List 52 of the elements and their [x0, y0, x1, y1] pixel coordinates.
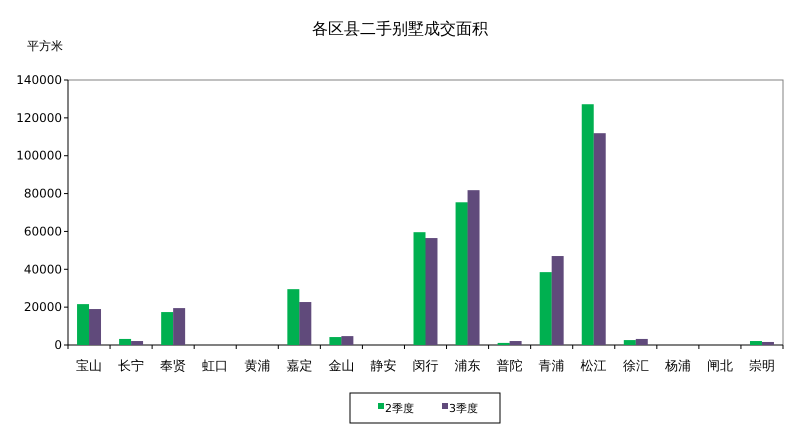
- bar: [540, 272, 552, 345]
- x-tick-label: 崇明: [748, 359, 775, 374]
- bar: [468, 190, 480, 345]
- x-tick-label: 闸北: [706, 359, 733, 374]
- bar: [426, 238, 438, 345]
- y-tick-label: 0: [54, 338, 62, 352]
- bar: [131, 341, 144, 345]
- x-tick-label: 金山: [328, 359, 354, 374]
- bar: [582, 104, 594, 345]
- y-tick-label: 80000: [24, 186, 62, 201]
- y-tick-label: 40000: [24, 262, 62, 276]
- bar: [299, 302, 312, 345]
- bar: [750, 341, 762, 345]
- chart-title: 各区县二手别墅成交面积: [312, 19, 488, 38]
- x-tick-label: 嘉定: [286, 359, 312, 374]
- bar: [119, 338, 132, 345]
- bar: [287, 289, 300, 345]
- x-tick-label: 杨浦: [664, 359, 691, 374]
- x-tick-label: 宝山: [76, 358, 102, 374]
- bar: [414, 232, 426, 345]
- bar: [552, 256, 564, 345]
- legend-label: 2季度: [385, 402, 414, 415]
- x-tick-label: 浦东: [454, 359, 481, 374]
- bar: [762, 342, 774, 345]
- bar: [173, 308, 186, 345]
- x-tick-label: 虹口: [202, 359, 228, 374]
- bar: [77, 304, 90, 345]
- bar: [89, 309, 102, 345]
- y-tick-label: 100000: [16, 148, 62, 163]
- y-tick-label: 140000: [16, 73, 62, 87]
- bar: [456, 202, 468, 345]
- x-tick-label: 黄浦: [244, 359, 270, 374]
- bar: [636, 338, 648, 345]
- bar: [594, 133, 606, 345]
- x-tick-label: 普陀: [496, 358, 523, 374]
- x-tick-label: 徐汇: [622, 359, 649, 374]
- bar: [624, 340, 636, 345]
- x-tick-label: 闵行: [412, 359, 438, 374]
- x-tick-label: 青浦: [538, 359, 565, 374]
- x-tick-label: 奉贤: [160, 359, 186, 374]
- legend-label: 3季度: [449, 402, 478, 415]
- x-tick-label: 静安: [370, 358, 396, 374]
- bar: [329, 337, 342, 345]
- y-axis-title: 平方米: [27, 39, 63, 53]
- bar: [341, 336, 354, 345]
- y-tick-label: 20000: [24, 300, 62, 314]
- bar: [510, 341, 522, 345]
- y-tick-label: 60000: [24, 224, 62, 238]
- bar: [161, 312, 174, 345]
- y-tick-label: 120000: [16, 110, 62, 125]
- x-tick-label: 长宁: [118, 358, 144, 374]
- x-tick-label: 松江: [580, 359, 607, 374]
